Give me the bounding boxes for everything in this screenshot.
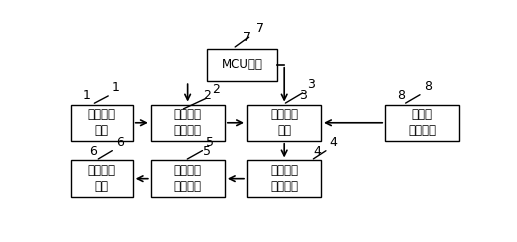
Bar [71,160,133,197]
Text: 信号输入
电路: 信号输入 电路 [88,108,116,137]
Text: 信号输出
电路: 信号输出 电路 [88,164,116,193]
Text: 8: 8 [397,89,405,102]
Bar [151,105,225,141]
Text: 增益可调
放大电路: 增益可调 放大电路 [270,164,298,193]
Bar [247,105,321,141]
Text: 自适应
时钟信号: 自适应 时钟信号 [408,108,436,137]
Text: 程控增益
放大电路: 程控增益 放大电路 [174,108,202,137]
Bar [71,105,133,141]
Text: 6: 6 [116,136,124,149]
Text: 1: 1 [83,89,90,102]
Text: 2: 2 [203,89,211,102]
Text: 3: 3 [307,78,315,91]
Text: 真有效值
转换电路: 真有效值 转换电路 [174,164,202,193]
Text: 带通滤波
电路: 带通滤波 电路 [270,108,298,137]
Text: MCU接口: MCU接口 [221,58,262,71]
Text: 1: 1 [112,81,120,94]
Text: 2: 2 [211,83,220,97]
Bar [207,49,277,81]
Text: 5: 5 [206,136,214,149]
Text: 6: 6 [89,145,97,158]
Text: 8: 8 [423,80,432,93]
Bar [151,160,225,197]
Bar [385,105,459,141]
Text: 4: 4 [329,136,337,149]
Text: 3: 3 [299,89,307,102]
Text: 5: 5 [203,145,211,158]
Text: 4: 4 [313,145,321,158]
Bar [247,160,321,197]
Text: 7: 7 [243,31,251,44]
Text: 7: 7 [256,22,264,35]
